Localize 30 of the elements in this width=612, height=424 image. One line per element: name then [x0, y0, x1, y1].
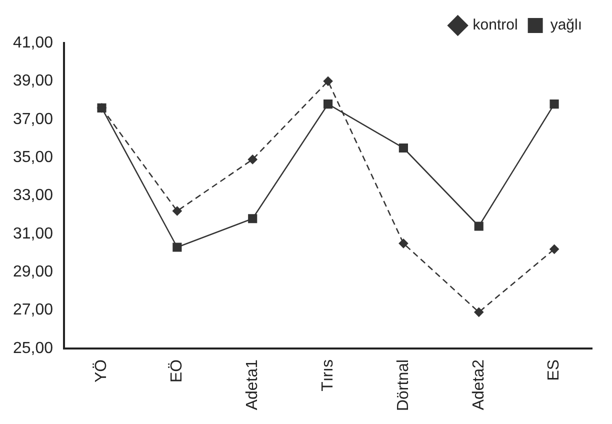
legend-label: yağlı	[550, 16, 582, 34]
y-tick-label: 31,00	[12, 225, 54, 242]
x-tick-label: YÖ	[92, 359, 110, 383]
point	[172, 206, 182, 216]
point	[474, 308, 484, 317]
point	[248, 214, 258, 224]
x-tick-label: EÖ	[168, 359, 186, 383]
y-tick-label: 27,00	[12, 302, 54, 319]
legend-label: kontrol	[472, 16, 518, 34]
y-tick-label: 33,00	[12, 187, 54, 204]
point	[474, 222, 484, 231]
y-tick-label: 37,00	[12, 110, 54, 128]
point	[550, 100, 559, 109]
x-tick-label: Adeta1	[244, 359, 262, 410]
x-tick-label: Tırıs	[319, 359, 336, 392]
x-tick-label: Adeta2	[470, 359, 488, 410]
point	[248, 154, 258, 164]
y-tick-label: 25,00	[12, 340, 54, 357]
point	[323, 100, 333, 109]
y-tick-label: 41,00	[12, 34, 54, 52]
point	[172, 242, 182, 252]
y-tick-label: 29,00	[12, 263, 54, 280]
y-tick-label: 35,00	[12, 148, 54, 166]
x-tick-label: ES	[546, 359, 563, 381]
y-tick-label: 39,00	[12, 72, 54, 90]
point	[550, 244, 559, 254]
point	[398, 238, 408, 248]
point	[398, 143, 408, 153]
point	[323, 76, 333, 86]
x-tick-label: Dörtnal	[394, 359, 412, 411]
